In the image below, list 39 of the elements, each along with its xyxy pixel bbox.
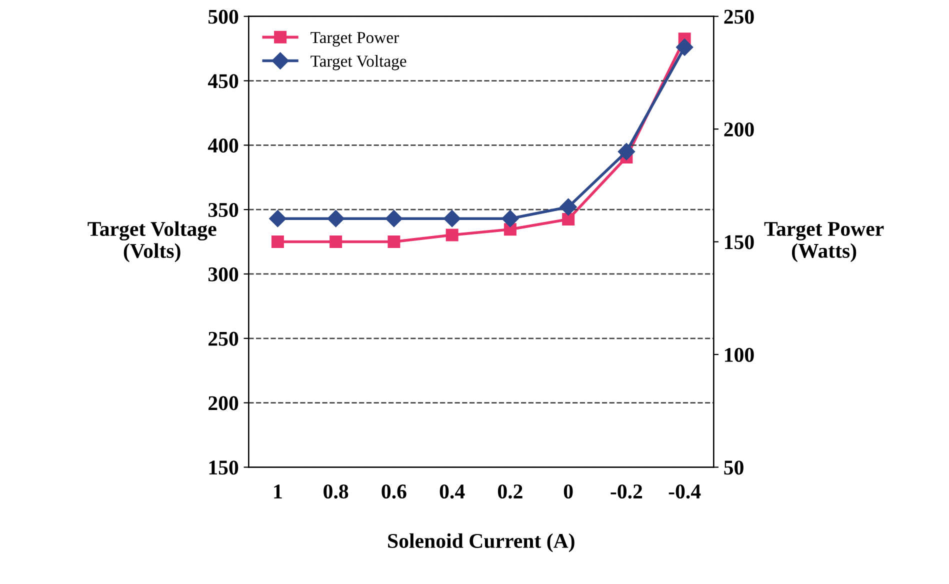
- x-tick-label: -0.4: [668, 484, 701, 499]
- y-tick-label: 150: [209, 460, 238, 475]
- y-tick-label: 450: [208, 74, 238, 88]
- point: [388, 236, 400, 248]
- x-tick-label: 0.2: [498, 484, 522, 499]
- x-tick-label: -0.2: [610, 484, 642, 499]
- legend-label: Target Voltage: [310, 55, 406, 70]
- point: [618, 143, 636, 160]
- x-tick-label: 1: [274, 484, 282, 498]
- y-tick-label: 350: [208, 202, 238, 218]
- point: [446, 228, 458, 242]
- y2-axis-title: Target Power (Watts): [764, 222, 884, 262]
- y-tick-label: 500: [208, 10, 238, 24]
- point: [385, 210, 403, 228]
- point: [676, 38, 694, 56]
- y2-tick-label: 200: [724, 122, 754, 136]
- x-tick-label: 0.8: [324, 484, 348, 499]
- y2-tick-label: 50: [724, 460, 744, 475]
- legend-label: Target Power: [310, 32, 399, 47]
- y-tick-label: 300: [208, 267, 238, 282]
- x-tick-label: 0.6: [382, 484, 406, 499]
- point: [330, 236, 342, 248]
- point: [502, 210, 519, 228]
- point: [269, 210, 286, 228]
- point: [271, 236, 284, 248]
- y-axis-title: Target Voltage (Volts): [88, 221, 216, 262]
- x-tick-label: 0.4: [440, 484, 465, 499]
- x-tick-label: 0: [564, 484, 573, 499]
- x-axis-title: Solenoid Current (A): [388, 533, 574, 552]
- point: [560, 198, 577, 216]
- y-tick-label: 250: [208, 332, 238, 346]
- point: [444, 210, 461, 228]
- y2-tick-label: 100: [725, 348, 754, 362]
- point: [327, 210, 344, 228]
- y2-tick-label: 250: [724, 10, 754, 24]
- point: [562, 212, 575, 226]
- y2-tick-label: 150: [725, 235, 754, 250]
- y-tick-label: 200: [208, 396, 238, 410]
- y-tick-label: 400: [208, 138, 238, 153]
